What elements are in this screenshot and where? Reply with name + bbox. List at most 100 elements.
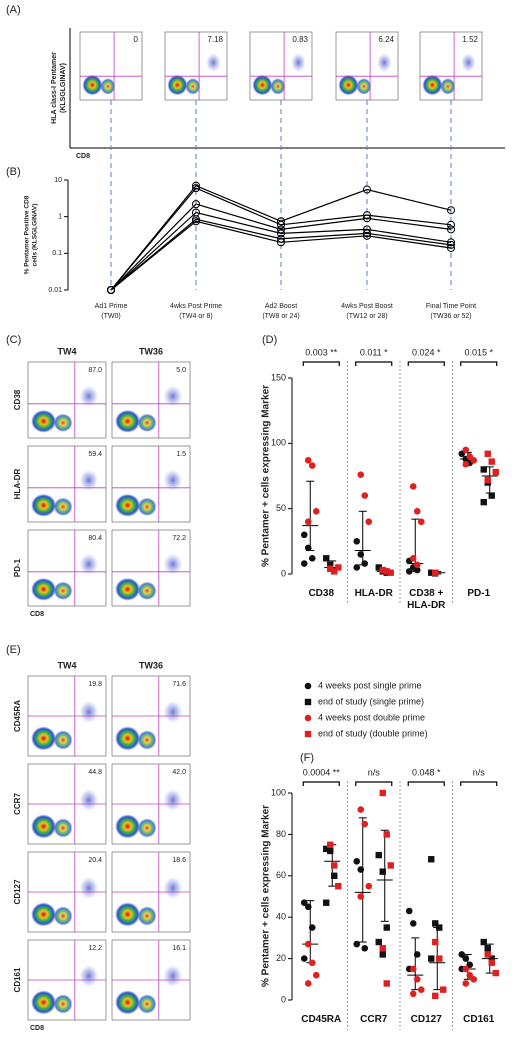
x-tick-label: CD127 — [410, 1014, 442, 1025]
flow-population — [356, 78, 372, 95]
data-point — [480, 466, 487, 473]
y-tick-label: 150 — [271, 372, 286, 382]
flow-population — [31, 726, 57, 751]
x-tick-label: CCR7 — [360, 1014, 388, 1025]
data-point — [428, 856, 435, 863]
data-point — [361, 560, 369, 567]
data-point — [353, 538, 361, 545]
x-axis-label: CD8 — [76, 153, 90, 160]
gate-value: 59.4 — [88, 451, 102, 458]
y-tick-label: 80 — [276, 829, 286, 839]
gate-value: 80.4 — [88, 535, 102, 542]
data-line — [110, 187, 452, 291]
data-point — [432, 569, 439, 576]
flow-population — [79, 385, 99, 407]
flow-population — [115, 902, 141, 927]
panel-label: (D) — [262, 334, 277, 346]
flow-population — [167, 74, 188, 96]
data-point — [357, 893, 365, 900]
panel-label: (C) — [6, 334, 21, 346]
data-point — [379, 945, 386, 952]
data-point — [447, 225, 455, 234]
data-point — [375, 851, 382, 859]
gate-value: 0.83 — [292, 35, 308, 44]
data-point — [488, 959, 495, 966]
data-point — [331, 862, 338, 869]
data-point — [192, 181, 200, 190]
data-point — [379, 951, 386, 958]
x-tick-sublabel: (TW8 or 24) — [262, 313, 299, 320]
data-point — [458, 951, 466, 958]
data-point — [379, 566, 386, 574]
data-point — [462, 460, 470, 468]
row-label: CD127 — [13, 879, 22, 904]
data-point — [492, 468, 499, 476]
x-tick-sublabel: (TW36 or 52) — [430, 313, 471, 320]
gate-value: 42.0 — [172, 769, 186, 776]
data-point — [413, 566, 421, 574]
data-point — [375, 938, 382, 946]
data-point — [308, 959, 316, 967]
data-point — [331, 872, 338, 879]
data-line — [110, 211, 452, 291]
flow-population — [137, 497, 157, 516]
y-tick-label: 20 — [276, 953, 286, 963]
y-tick-label: 40 — [276, 912, 286, 922]
data-point — [488, 955, 495, 962]
significance-bracket — [407, 361, 445, 366]
data-point — [488, 492, 495, 499]
y-axis-label: cells (KLSGLGINAV) — [32, 204, 39, 267]
flow-population — [270, 78, 286, 95]
flow-population — [137, 730, 157, 750]
data-point — [192, 215, 200, 224]
data-point — [405, 907, 413, 915]
y-tick-label: 1 — [58, 214, 62, 221]
data-point — [323, 555, 330, 562]
flow-population — [53, 581, 73, 600]
data-point — [379, 789, 386, 797]
y-tick-label: 0 — [281, 994, 286, 1004]
gate-value: 16.1 — [172, 945, 186, 952]
flow-population — [338, 74, 359, 96]
data-point — [383, 568, 390, 575]
data-point — [277, 238, 285, 247]
flow-population — [53, 994, 73, 1014]
gate-value: 19.8 — [88, 681, 102, 688]
flow-population — [290, 53, 306, 73]
data-point — [357, 551, 365, 558]
data-point — [361, 820, 369, 828]
data-point — [447, 206, 455, 215]
data-point — [304, 940, 312, 948]
flow-population — [31, 493, 57, 517]
y-tick-label: 0.1 — [52, 250, 62, 257]
flow-population — [137, 413, 157, 432]
panel-label: (E) — [6, 644, 21, 656]
data-point — [383, 831, 390, 838]
x-axis-label: CD8 — [30, 611, 44, 618]
data-point — [308, 462, 316, 469]
data-point — [353, 940, 361, 948]
flow-population — [31, 577, 57, 601]
data-point — [413, 507, 421, 515]
flow-population — [53, 818, 73, 838]
data-point — [192, 184, 200, 193]
data-line — [110, 220, 452, 291]
flow-population — [115, 726, 141, 751]
data-point — [432, 938, 439, 946]
data-point — [405, 568, 413, 575]
flow-population — [115, 990, 141, 1015]
data-point — [357, 806, 365, 813]
data-point — [300, 955, 308, 962]
gate-value: 5.0 — [176, 367, 186, 374]
gate-value: 87.0 — [88, 367, 102, 374]
data-point — [357, 866, 365, 873]
row-label: CD38 — [13, 389, 22, 410]
data-point — [300, 560, 308, 567]
x-tick-label: PD-1 — [467, 588, 491, 599]
data-point — [375, 564, 382, 571]
data-point — [409, 483, 417, 490]
flow-population — [163, 385, 183, 407]
data-point — [300, 899, 308, 907]
significance: 0.0004 ** — [303, 767, 341, 777]
flow-population — [115, 577, 141, 601]
